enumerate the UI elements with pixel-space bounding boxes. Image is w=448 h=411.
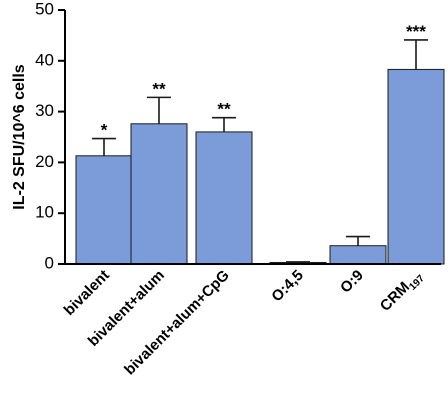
y-tick-label: 10 [35,203,54,222]
bar-bivalent [75,155,133,265]
x-tick-label: O:9 [337,267,367,297]
bars-layer [75,68,445,265]
x-tick-label: O:4,5 [268,267,307,306]
y-ticks-layer: 0 10 20 30 40 50 [35,0,65,272]
bar-bivalent+alum [130,123,188,265]
significance-label: * [101,121,108,140]
significance-label: ** [217,100,231,119]
bar-O:9 [329,245,387,265]
error-bar [212,116,236,132]
significance-layer: ******** [101,22,427,140]
error-bar [92,137,116,156]
significance-label: ** [152,79,166,98]
y-tick-label: 20 [35,152,54,171]
x-tick-label: bivalent [61,267,113,319]
x-tick-label: CRM197 [377,266,427,316]
error-bar [346,235,370,246]
y-axis-label: IL-2 SFU/10^6 cells [11,64,28,210]
y-tick-label: 0 [45,253,54,272]
y-tick-label: 50 [35,0,54,18]
significance-label: *** [406,22,426,41]
axes-layer [64,10,441,265]
bar-bivalent+alum+CpG [195,131,253,265]
y-tick-label: 30 [35,101,54,120]
error-bar [147,96,171,124]
error-bar [404,39,428,70]
y-tick-label: 40 [35,50,54,69]
error-bars-layer [92,39,428,263]
error-bar [286,261,310,263]
bar-CRM197 [387,68,445,265]
